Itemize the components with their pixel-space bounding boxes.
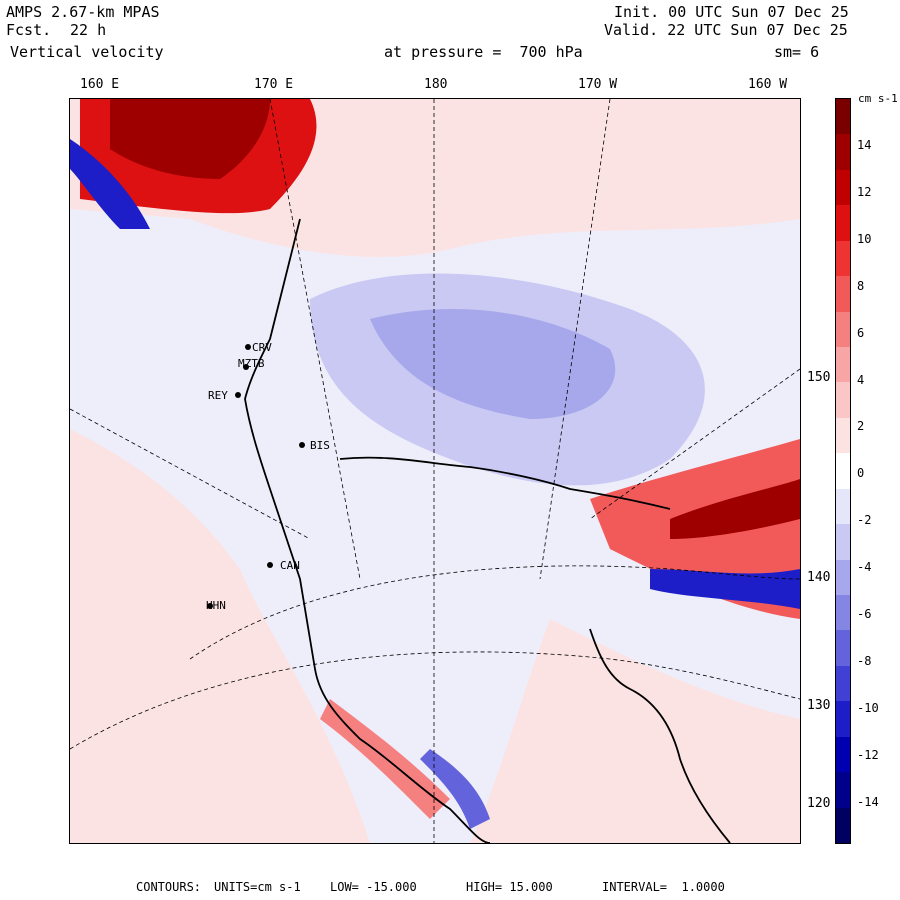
ice-shelf-front — [339, 456, 671, 510]
colorbar-tick-label: 4 — [857, 372, 865, 387]
lon-label-170e: 170 E — [254, 77, 294, 92]
colorbar-tick-label: 6 — [857, 325, 865, 340]
colorbar-tick-label: -4 — [857, 560, 872, 575]
colorbar-swatch — [836, 311, 850, 348]
meridian-160w — [589, 368, 800, 520]
station-label-crv: CRV — [252, 341, 272, 354]
coastline-west — [244, 218, 491, 843]
colorbar-tick-label: -6 — [857, 607, 872, 621]
station-dot-crv — [245, 344, 251, 350]
colorbar-swatch — [836, 488, 850, 525]
footer-interval: INTERVAL= 1.0000 — [602, 880, 725, 894]
east-red-core — [670, 479, 800, 539]
init-time: Init. 00 UTC Sun 07 Dec 25 — [614, 3, 849, 21]
colorbar-swatch — [836, 772, 850, 809]
colorbar-tick-label: -14 — [857, 794, 879, 809]
meridian-160e — [70, 408, 311, 540]
station-dot-hhn — [207, 603, 213, 609]
colorbar-swatch — [836, 99, 850, 135]
southeast-pink-region — [470, 619, 800, 843]
footer-units: UNITS=cm s-1 — [214, 880, 301, 894]
colorbar-tick-label: 0 — [857, 466, 865, 481]
colorbar-swatch — [836, 169, 850, 206]
station-label-bis: BIS — [310, 439, 330, 452]
meridian-170e — [269, 99, 361, 580]
station-dot-rey — [235, 392, 241, 398]
station-dot-mztb — [243, 364, 249, 370]
colorbar-swatch — [836, 736, 850, 773]
colorbar-tick-label: 10 — [857, 231, 872, 246]
footer-contours: CONTOURS: — [136, 880, 202, 894]
colorbar-tick-label: -8 — [857, 653, 872, 668]
forecast-hour: 22 h — [70, 21, 107, 39]
colorbar-swatch — [836, 382, 850, 419]
south-blue-wave — [420, 749, 490, 829]
coastline-east — [589, 628, 731, 843]
parallel-lower — [70, 651, 800, 750]
colorbar-tick-label: -12 — [857, 747, 879, 762]
valid-time: Valid. 22 UTC Sun 07 Dec 25 — [604, 21, 848, 39]
colorbar-swatch — [836, 524, 850, 561]
model-title: AMPS 2.67-km MPAS — [6, 3, 160, 21]
colorbar-unit: cm s-1 — [858, 92, 898, 105]
colorbar-tick-label: 12 — [857, 184, 872, 199]
station-label-rey: REY — [208, 389, 228, 402]
colorbar-swatch — [836, 630, 850, 667]
colorbar-swatch — [836, 665, 850, 702]
colorbar-swatch — [836, 205, 850, 242]
map-canvas — [70, 99, 800, 843]
northwest-red-core — [110, 99, 270, 179]
colorbar-swatch — [836, 701, 850, 738]
colorbar-swatch — [836, 134, 850, 171]
station-label-mztb: MZTB — [238, 357, 265, 370]
colorbar-swatch — [836, 559, 850, 596]
forecast-label: Fcst. — [6, 21, 52, 39]
colorbar-swatch — [836, 453, 850, 490]
pressure-level: at pressure = 700 hPa — [384, 43, 583, 61]
footer-low: LOW= -15.000 — [330, 880, 417, 894]
field-name: Vertical velocity — [10, 43, 164, 61]
station-dot-can — [267, 562, 273, 568]
colorbar-tick-label: 8 — [857, 278, 865, 293]
meridian-170w — [539, 99, 611, 580]
colorbar-swatch — [836, 276, 850, 313]
colorbar-swatch — [836, 595, 850, 631]
northwest-blue-streak — [70, 139, 150, 229]
smoothing: sm= 6 — [774, 43, 820, 61]
station-label-hhn: HHN — [206, 599, 226, 612]
lon-label-170w: 170 W — [578, 77, 618, 92]
colorbar-tick-label: -2 — [857, 513, 872, 528]
west-pink-region — [70, 429, 370, 843]
south-red-wave — [320, 699, 450, 819]
lon-label-180: 180 — [424, 77, 448, 92]
colorbar-tick-label: 14 — [857, 138, 872, 152]
colorbar-swatch — [836, 417, 850, 454]
station-label-can: CAN — [280, 559, 300, 572]
east-blue-streak — [650, 569, 800, 609]
colorbar-tick-label: -10 — [857, 700, 879, 715]
colorbar-swatch — [836, 807, 850, 844]
lon-label-160e: 160 E — [80, 77, 120, 92]
colorbar-swatch — [836, 347, 850, 383]
colorbar-tick-label: 2 — [857, 419, 865, 434]
map-panel[interactable]: CRV MZTB REY BIS CAN HHN — [69, 98, 801, 844]
central-blue-core — [370, 309, 616, 419]
colorbar-swatch — [836, 240, 850, 277]
colorbar — [835, 98, 851, 844]
lon-label-160w: 160 W — [748, 77, 788, 92]
footer-high: HIGH= 15.000 — [466, 880, 553, 894]
station-dot-bis — [299, 442, 305, 448]
